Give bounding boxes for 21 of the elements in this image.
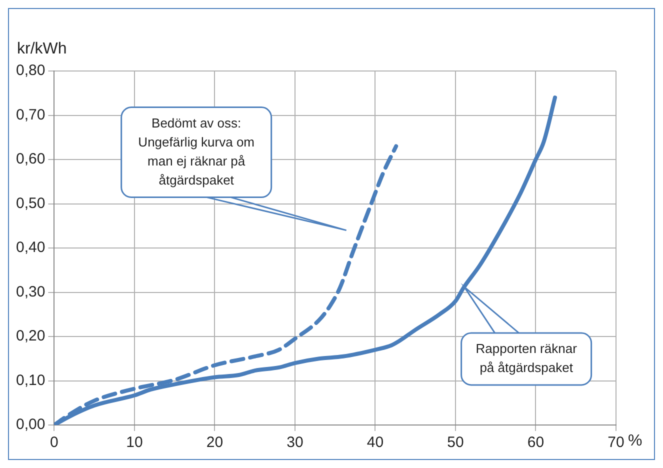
- x-tick-label: 30: [286, 434, 304, 452]
- y-tick-label: 0,40: [16, 239, 46, 256]
- y-tick-label: 0,80: [16, 62, 46, 80]
- x-axis-title: %: [628, 432, 642, 450]
- x-tick-label: 40: [366, 434, 384, 452]
- y-tick-label: 0,30: [16, 283, 46, 300]
- y-tick-label: 0,20: [16, 328, 46, 345]
- x-tick-label: 10: [126, 434, 143, 452]
- annotation: Rapporten räknar på åtgärdspaket: [476, 341, 578, 376]
- x-tick-label: 0: [50, 434, 58, 452]
- x-tick-label: 50: [447, 434, 464, 452]
- y-tick-label: 0,00: [16, 416, 46, 434]
- y-tick-label: 0,10: [16, 372, 46, 389]
- x-tick-label: 60: [527, 434, 544, 452]
- y-tick-label: 0,70: [16, 106, 46, 124]
- y-axis-title: kr/kWh: [17, 40, 67, 58]
- annotation: Bedömt av oss: Ungefärlig kurva om man ej räknar på åtgärdspaket: [138, 115, 254, 188]
- x-tick-label: 70: [608, 434, 624, 452]
- y-tick-label: 0,60: [16, 150, 46, 168]
- y-tick-label: 0,50: [16, 194, 46, 212]
- x-tick-label: 20: [206, 434, 224, 452]
